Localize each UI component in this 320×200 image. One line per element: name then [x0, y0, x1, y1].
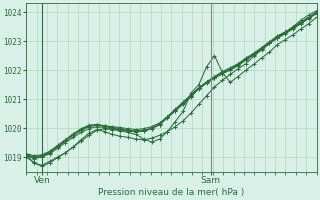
X-axis label: Pression niveau de la mer( hPa ): Pression niveau de la mer( hPa ) — [98, 188, 244, 197]
